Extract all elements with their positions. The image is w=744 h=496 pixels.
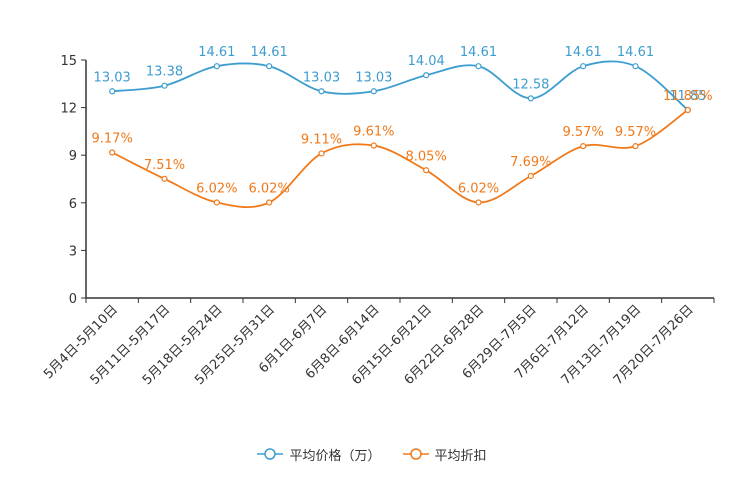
- data-point[interactable]: [684, 106, 691, 114]
- series-points: [109, 63, 691, 206]
- legend-item-price[interactable]: 平均价格（万）: [257, 445, 381, 464]
- legend-item-discount[interactable]: 平均折扣: [402, 445, 487, 464]
- data-label: 11.85: [669, 89, 706, 104]
- data-point[interactable]: [318, 88, 325, 95]
- data-point[interactable]: [161, 175, 168, 182]
- data-point[interactable]: [109, 88, 116, 95]
- legend: 平均价格（万） 平均折扣: [0, 444, 744, 464]
- data-point[interactable]: [475, 63, 482, 70]
- y-tick-label: 12: [60, 102, 77, 117]
- data-label: 8.05%: [406, 149, 447, 164]
- data-label: 12.58: [512, 77, 549, 92]
- data-label: 7.51%: [144, 158, 185, 173]
- data-label: 14.61: [617, 45, 654, 60]
- data-point[interactable]: [213, 199, 220, 206]
- y-tick-label: 9: [69, 149, 77, 164]
- y-tick-label: 3: [69, 244, 77, 259]
- legend-price-marker-icon: [257, 448, 284, 460]
- data-point[interactable]: [580, 143, 587, 150]
- data-label: 9.61%: [353, 125, 394, 140]
- data-point[interactable]: [475, 199, 482, 206]
- legend-discount-marker-icon: [402, 448, 429, 460]
- data-point[interactable]: [318, 150, 325, 157]
- data-label: 11.85%: [663, 89, 713, 104]
- data-label: 9.17%: [92, 132, 133, 147]
- data-label: 13.03: [355, 70, 392, 85]
- data-label: 14.61: [460, 45, 497, 60]
- legend-discount-label: 平均折扣: [434, 448, 487, 464]
- axes: 0 3 6 9 12 15: [60, 54, 715, 307]
- data-point[interactable]: [161, 82, 168, 89]
- legend-price-label: 平均价格（万）: [289, 448, 381, 464]
- y-tick-label: 6: [69, 197, 77, 212]
- data-label: 13.03: [303, 70, 340, 85]
- data-point[interactable]: [632, 63, 639, 70]
- data-label: 6.02%: [196, 181, 237, 196]
- data-point[interactable]: [423, 72, 430, 79]
- data-point[interactable]: [370, 88, 377, 95]
- data-label: 14.04: [408, 54, 445, 69]
- data-label: 6.02%: [249, 181, 290, 196]
- data-label: 9.11%: [301, 132, 342, 147]
- data-point[interactable]: [423, 167, 430, 174]
- data-point[interactable]: [580, 63, 587, 70]
- data-label: 6.02%: [458, 181, 499, 196]
- data-point[interactable]: [213, 63, 220, 70]
- data-point[interactable]: [527, 95, 534, 102]
- data-label: 13.38: [146, 65, 183, 80]
- x-axis-labels: 5月4日-5月10日5月11日-5月17日5月18日-5月24日5月25日-5月…: [41, 302, 697, 388]
- data-labels: 13.03 13.38 14.61 14.61 13.03 13.03 14.04 14.61…: [92, 45, 713, 196]
- data-point[interactable]: [370, 142, 377, 149]
- data-label: 9.57%: [615, 125, 656, 140]
- y-tick-label: 15: [60, 54, 77, 69]
- y-tick-label: 0: [69, 292, 77, 307]
- data-label: 14.61: [251, 45, 288, 60]
- data-point[interactable]: [109, 149, 116, 156]
- data-point[interactable]: [527, 172, 534, 180]
- data-label: 9.57%: [563, 125, 604, 140]
- data-label: 14.61: [198, 45, 235, 60]
- data-label: 7.69%: [510, 155, 551, 170]
- data-label: 14.61: [565, 45, 602, 60]
- series-line-0: [112, 60, 689, 111]
- data-point[interactable]: [632, 143, 639, 150]
- data-point[interactable]: [266, 199, 273, 206]
- data-point[interactable]: [266, 63, 273, 70]
- data-label: 13.03: [94, 70, 131, 85]
